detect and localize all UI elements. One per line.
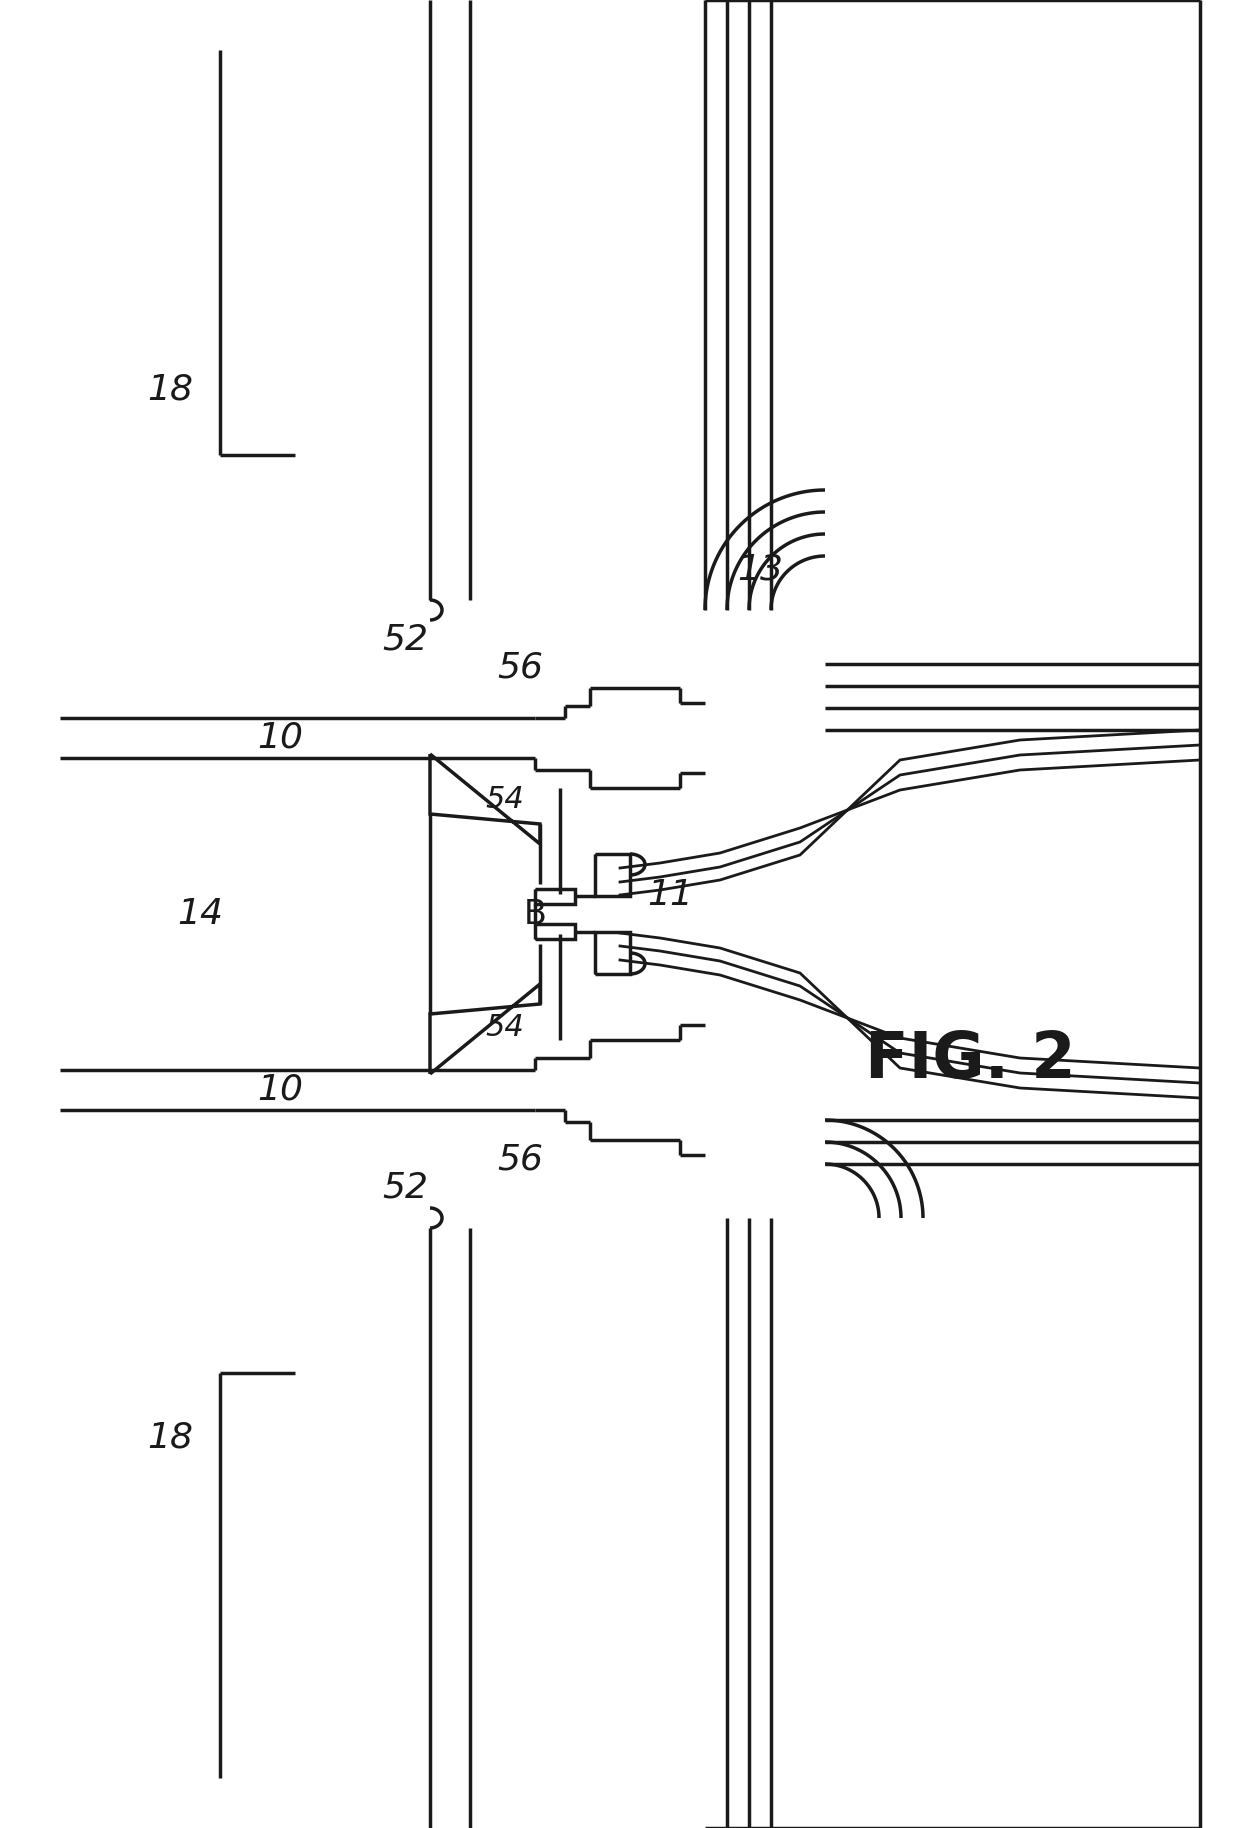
Text: 10: 10	[257, 720, 303, 755]
Text: 56: 56	[497, 651, 543, 686]
Text: 54: 54	[486, 786, 525, 815]
Text: 18: 18	[148, 1420, 193, 1455]
Text: 56: 56	[497, 1142, 543, 1177]
Text: 11: 11	[647, 877, 693, 912]
Text: 54: 54	[486, 1013, 525, 1042]
Text: 52: 52	[382, 1172, 428, 1205]
Text: 18: 18	[148, 373, 193, 408]
Text: B: B	[523, 898, 547, 930]
Text: 13: 13	[737, 554, 782, 587]
Text: 10: 10	[257, 1073, 303, 1108]
Text: 52: 52	[382, 623, 428, 656]
Text: FIG. 2: FIG. 2	[864, 1029, 1075, 1091]
Text: 14: 14	[177, 898, 223, 930]
